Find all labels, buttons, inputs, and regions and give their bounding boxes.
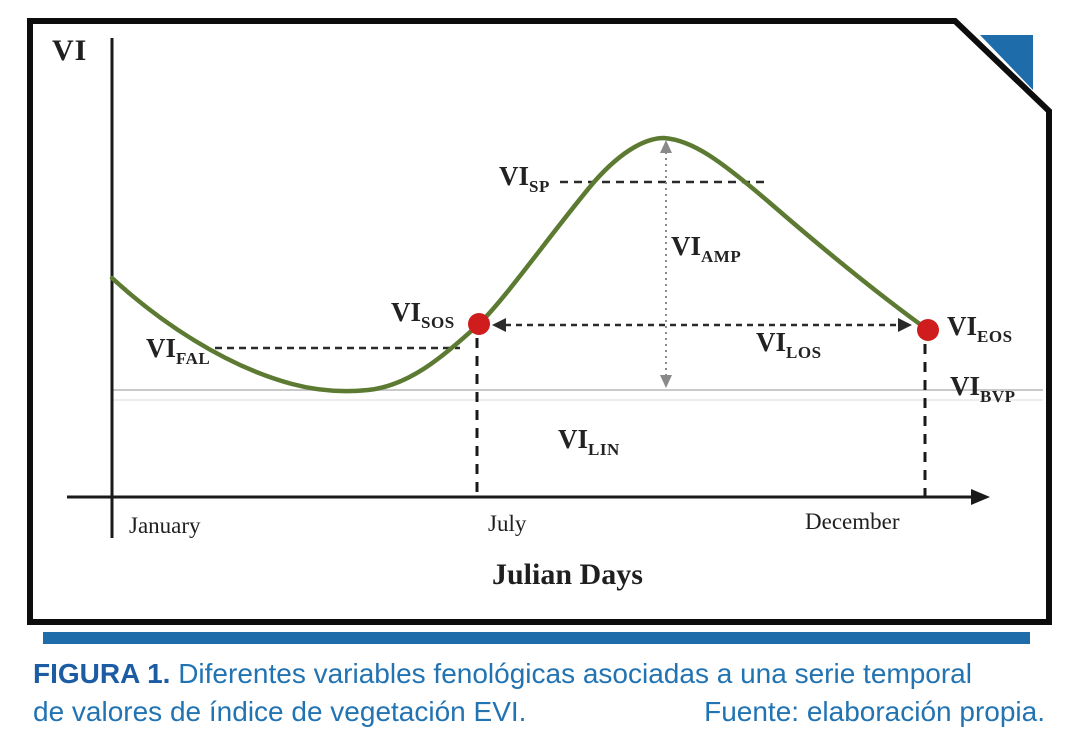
vi-curve (109, 135, 931, 394)
annotation-vi-eos-sub: EOS (977, 327, 1013, 346)
annotation-vi-sp-sub: SP (529, 177, 550, 196)
annotation-vi-fal-sub: FAL (176, 349, 211, 368)
page-fold-triangle (980, 35, 1033, 90)
figure-caption: FIGURA 1. Diferentes variables fenológic… (33, 655, 1045, 731)
x-tick-december: December (805, 509, 900, 534)
annotation-vi-eos: VIEOS (947, 311, 1013, 347)
amp-arrowhead-top (660, 140, 672, 153)
annotation-vi-amp-main: VI (671, 231, 702, 261)
caption-line2-text: de valores de índice de vegetación EVI. (33, 696, 527, 727)
annotation-vi-eos-main: VI (947, 311, 978, 341)
annotation-vi-sos: VISOS (391, 297, 455, 333)
annotation-vi-lin: VILIN (558, 424, 620, 460)
annotation-vi-fal: VIFAL (146, 333, 210, 369)
amp-arrowhead-bottom (660, 375, 672, 388)
annotation-vi-sp: VISP (499, 161, 550, 197)
los-arrowhead-right (898, 318, 912, 332)
annotation-vi-bvp: VIBVP (950, 371, 1016, 407)
annotation-vi-bvp-main: VI (950, 371, 981, 401)
annotation-vi-amp-sub: AMP (701, 247, 742, 266)
annotation-vi-fal-main: VI (146, 333, 177, 363)
x-axis-title: Julian Days (492, 558, 643, 591)
caption-line1-text: Diferentes variables fenológicas asociad… (178, 658, 972, 689)
caption-line2: de valores de índice de vegetación EVI. … (33, 693, 1045, 731)
annotation-vi-los: VILOS (756, 327, 822, 363)
annotation-vi-los-main: VI (756, 327, 787, 357)
sos-marker-dot (468, 313, 490, 335)
annotation-vi-lin-main: VI (558, 424, 589, 454)
caption-source: Fuente: elaboración propia. (704, 696, 1045, 727)
figure-frame (27, 18, 1052, 625)
annotation-vi-sos-sub: SOS (421, 313, 455, 332)
y-axis-label: VI (52, 34, 88, 67)
frame-shadow-bar (43, 632, 1030, 644)
x-tick-january: January (129, 513, 201, 538)
caption-line1: FIGURA 1. Diferentes variables fenológic… (33, 655, 1045, 693)
annotation-vi-los-sub: LOS (786, 343, 822, 362)
annotation-vi-bvp-sub: BVP (980, 387, 1016, 406)
x-axis-arrowhead (971, 489, 990, 505)
annotation-vi-lin-sub: LIN (588, 440, 620, 459)
caption-figure-label: FIGURA 1. (33, 658, 171, 689)
x-tick-july: July (488, 511, 527, 536)
annotation-vi-sp-main: VI (499, 161, 530, 191)
annotation-vi-amp: VIAMP (671, 231, 741, 267)
los-arrowhead-left (492, 318, 506, 332)
annotation-vi-sos-main: VI (391, 297, 422, 327)
eos-marker-dot (917, 319, 939, 341)
